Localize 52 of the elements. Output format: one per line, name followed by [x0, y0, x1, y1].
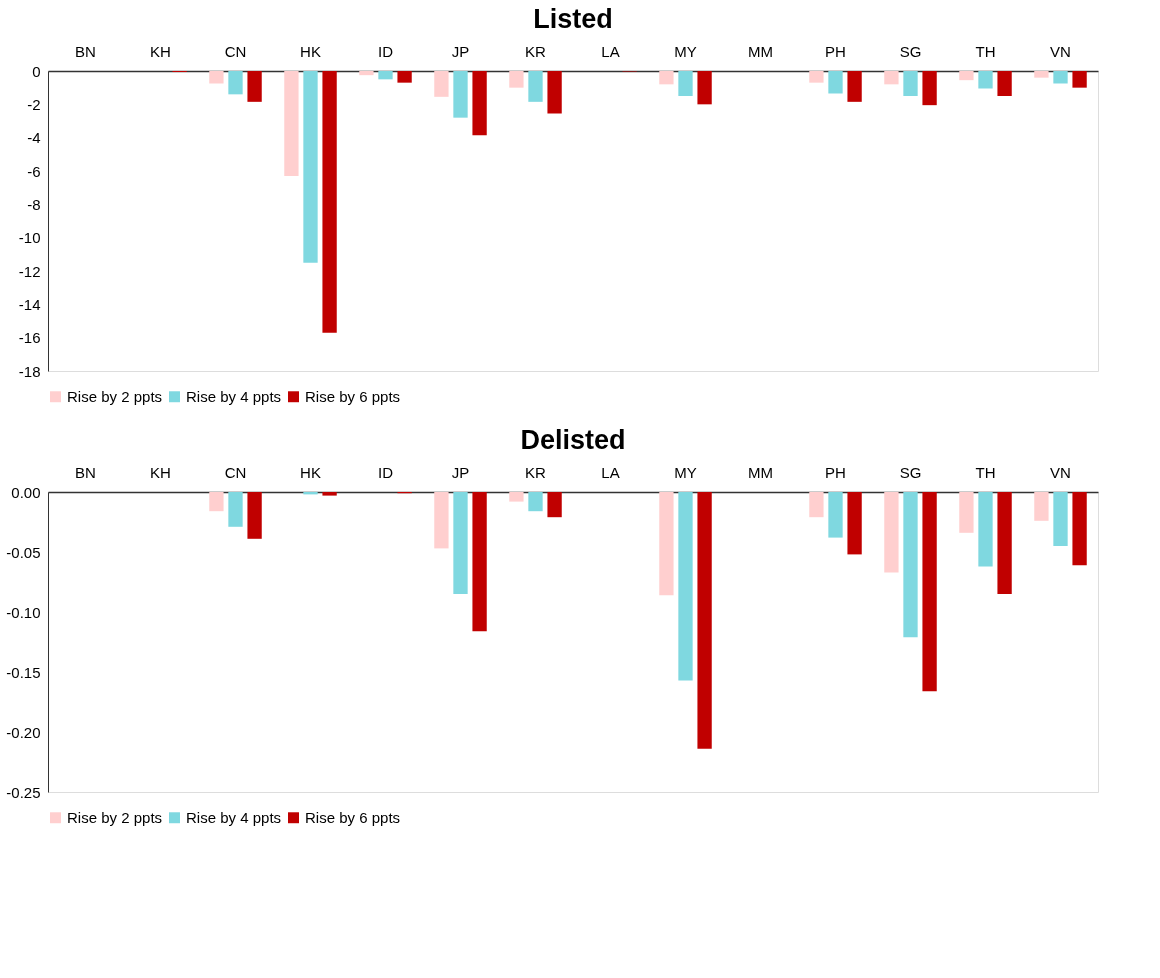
y-tick-label: -0.10 [6, 603, 41, 621]
x-tick-label: ID [378, 42, 394, 60]
x-tick-label: PH [825, 42, 846, 60]
x-tick-label: KH [150, 463, 171, 481]
chart-title: Delisted [520, 425, 626, 455]
legend-label: Rise by 2 ppts [67, 808, 163, 826]
y-tick-label: -18 [18, 362, 41, 380]
x-tick-label: MM [748, 463, 773, 481]
legend-label: Rise by 4 ppts [186, 808, 282, 826]
x-tick-label: LA [601, 42, 620, 60]
y-tick-label: -0.20 [6, 723, 41, 741]
y-tick-label: -16 [18, 329, 41, 347]
x-tick-label: BN [75, 463, 96, 481]
x-tick-label: TH [975, 42, 996, 60]
y-tick-label: -0.15 [6, 663, 41, 681]
x-tick-label: VN [1050, 463, 1071, 481]
x-tick-label: CN [224, 42, 247, 60]
legend-label: Rise by 2 ppts [67, 387, 163, 405]
x-tick-label: JP [451, 463, 470, 481]
x-tick-label: KR [525, 42, 547, 60]
x-tick-label: TH [975, 463, 996, 481]
x-tick-label: BN [75, 42, 96, 60]
y-tick-label: -0.05 [6, 543, 41, 561]
y-tick-label: 0 [32, 62, 41, 80]
x-tick-label: MM [748, 42, 773, 60]
y-tick-label: 0.00 [11, 483, 41, 501]
x-tick-label: HK [300, 463, 321, 481]
x-tick-label: HK [300, 42, 321, 60]
legend-label: Rise by 6 ppts [305, 808, 401, 826]
y-tick-label: -14 [18, 295, 41, 313]
y-tick-label: -4 [27, 129, 41, 147]
x-tick-label: MY [674, 463, 697, 481]
x-tick-label: JP [451, 42, 470, 60]
chart-title: Listed [533, 4, 613, 34]
x-tick-label: PH [825, 463, 846, 481]
y-tick-label: -8 [27, 195, 41, 213]
legend-label: Rise by 6 ppts [305, 387, 401, 405]
x-tick-label: SG [899, 463, 922, 481]
x-tick-label: CN [224, 463, 247, 481]
x-tick-label: SG [899, 42, 922, 60]
x-tick-label: KR [525, 463, 547, 481]
y-tick-label: -10 [18, 229, 41, 247]
y-tick-label: -6 [27, 162, 41, 180]
x-tick-label: MY [674, 42, 697, 60]
y-tick-label: -2 [27, 95, 41, 113]
y-tick-label: -0.25 [6, 783, 41, 801]
y-tick-label: -12 [18, 262, 41, 280]
x-tick-label: ID [378, 463, 394, 481]
legend-label: Rise by 4 ppts [186, 387, 282, 405]
x-tick-label: KH [150, 42, 171, 60]
x-tick-label: LA [601, 463, 620, 481]
x-tick-label: VN [1050, 42, 1071, 60]
